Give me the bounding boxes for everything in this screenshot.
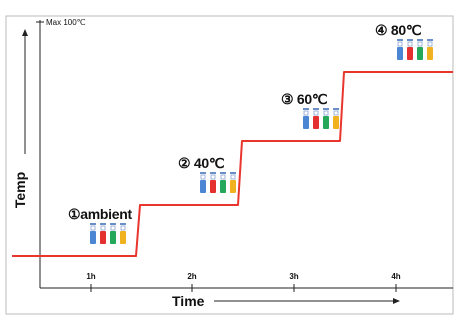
tube-cap-icon (100, 223, 106, 225)
tube-cap-icon (303, 108, 309, 110)
tube-cap-icon (407, 39, 413, 41)
tube-body-icon (230, 180, 236, 193)
tube-cap-icon (90, 223, 96, 225)
tube-cap-icon (230, 172, 236, 174)
y-axis-label: Temp (12, 172, 28, 208)
x-tick-label: 2h (187, 272, 196, 281)
tube-neck-icon (313, 110, 319, 116)
step-annotations: ①ambient ② 40℃ ③ 60℃ ④ 80℃ (68, 22, 433, 244)
tube-cap-icon (323, 108, 329, 110)
tube-neck-icon (323, 110, 329, 116)
x-axis-arrow-head (393, 298, 400, 304)
step-label: ①ambient (68, 206, 132, 222)
tube-neck-icon (230, 174, 236, 180)
tube-body-icon (333, 116, 339, 129)
tube-neck-icon (397, 41, 403, 47)
tube-body-icon (303, 116, 309, 129)
tube-neck-icon (220, 174, 226, 180)
tube-body-icon (427, 47, 433, 60)
tube-neck-icon (90, 225, 96, 231)
step-3: ③ 60℃ (281, 91, 339, 129)
x-tick-label: 1h (86, 272, 95, 281)
tube-neck-icon (200, 174, 206, 180)
step-1: ①ambient (68, 206, 133, 244)
tube-body-icon (397, 47, 403, 60)
sample-tubes-icon (303, 108, 339, 129)
step-4: ④ 80℃ (375, 22, 433, 60)
tube-body-icon (110, 231, 116, 244)
tube-body-icon (120, 231, 126, 244)
tube-neck-icon (303, 110, 309, 116)
x-ticks: 1h 2h 3h 4h (86, 272, 401, 292)
tube-cap-icon (210, 172, 216, 174)
tube-body-icon (200, 180, 206, 193)
tube-body-icon (100, 231, 106, 244)
tube-body-icon (417, 47, 423, 60)
tube-cap-icon (427, 39, 433, 41)
diagram-frame (5, 15, 454, 315)
tube-cap-icon (417, 39, 423, 41)
sample-tubes-icon (90, 223, 126, 244)
max-temp-label: Max 100℃ (46, 18, 86, 27)
tube-neck-icon (210, 174, 216, 180)
temperature-step-line (12, 71, 453, 257)
tube-body-icon (407, 47, 413, 60)
tube-cap-icon (333, 108, 339, 110)
tube-cap-icon (397, 39, 403, 41)
x-axis-label: Time (172, 293, 205, 309)
step-label: ④ 80℃ (375, 22, 422, 38)
sample-tubes-icon (397, 39, 433, 60)
tube-cap-icon (220, 172, 226, 174)
tube-neck-icon (417, 41, 423, 47)
tube-neck-icon (120, 225, 126, 231)
y-axis-arrow-head (22, 29, 28, 36)
tube-cap-icon (313, 108, 319, 110)
tube-cap-icon (110, 223, 116, 225)
x-tick-label: 3h (289, 272, 298, 281)
tube-body-icon (220, 180, 226, 193)
tube-cap-icon (120, 223, 126, 225)
tube-body-icon (90, 231, 96, 244)
tube-body-icon (323, 116, 329, 129)
sample-tubes-icon (200, 172, 236, 193)
tube-body-icon (313, 116, 319, 129)
tube-cap-icon (200, 172, 206, 174)
step-label: ③ 60℃ (281, 91, 328, 107)
step-label: ② 40℃ (178, 155, 225, 171)
tube-neck-icon (427, 41, 433, 47)
tube-neck-icon (100, 225, 106, 231)
step-2: ② 40℃ (178, 155, 236, 193)
tube-neck-icon (333, 110, 339, 116)
x-tick-label: 4h (391, 272, 400, 281)
tube-neck-icon (407, 41, 413, 47)
tube-neck-icon (110, 225, 116, 231)
tube-body-icon (210, 180, 216, 193)
